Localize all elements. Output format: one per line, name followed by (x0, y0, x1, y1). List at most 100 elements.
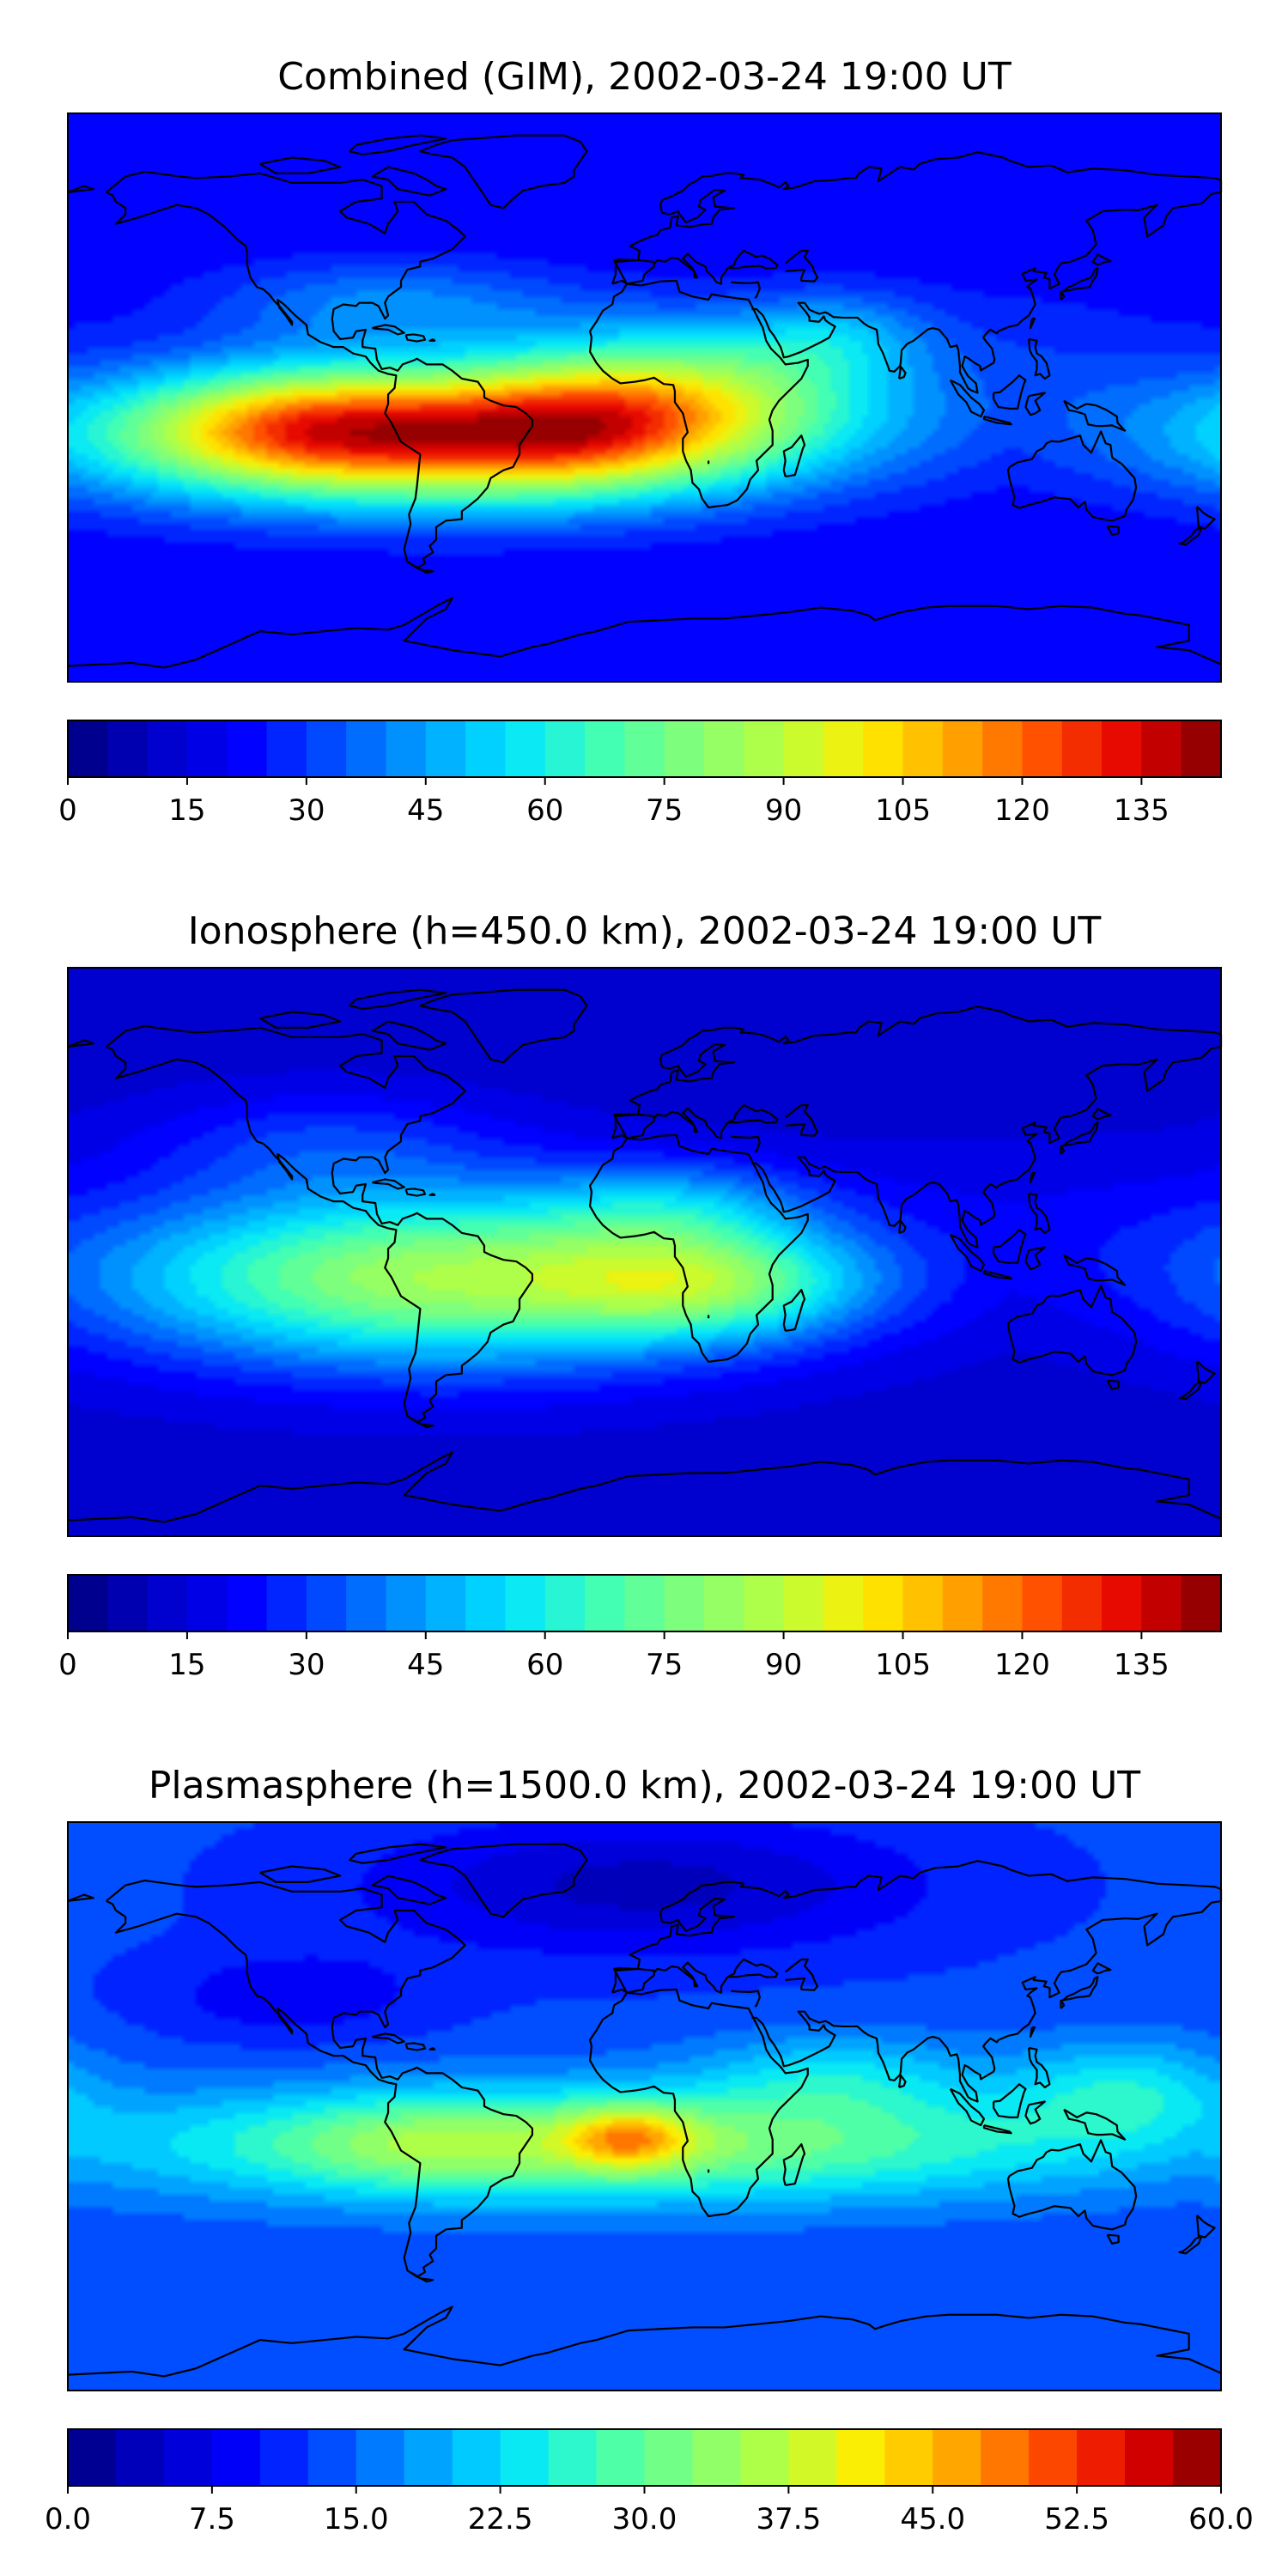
colorbar-tick-label: 15 (168, 793, 205, 828)
colorbar-tick-label: 120 (994, 1648, 1050, 1682)
colorbar-tick-label: 75 (646, 793, 683, 828)
colorbar-segment (902, 720, 944, 777)
colorbar-segment (1125, 2429, 1174, 2486)
colorbar-tick-label: 60.0 (1188, 2502, 1254, 2537)
colorbar-segment (823, 720, 864, 777)
tec-map (68, 113, 1221, 682)
colorbar-segment (306, 1575, 347, 1631)
colorbar-tick-label: 7.5 (189, 2502, 235, 2537)
colorbar-segment (981, 2429, 1030, 2486)
colorbar-tick-label: 37.5 (756, 2502, 822, 2537)
colorbar-segment (1141, 1575, 1182, 1631)
colorbar-segment (186, 1575, 228, 1631)
colorbar-segment (227, 720, 268, 777)
colorbar-tick-label: 135 (1114, 793, 1170, 828)
colorbar-tick-label: 45 (407, 1648, 444, 1682)
colorbar-tick-label: 52.5 (1044, 2502, 1109, 2537)
colorbar-tick-label: 60 (526, 793, 563, 828)
colorbar-segment (744, 720, 785, 777)
colorbar-tick-label: 30 (288, 793, 325, 828)
colorbar-segment (544, 720, 586, 777)
colorbar-tick-label: 22.5 (468, 2502, 533, 2537)
colorbar-tick-label: 120 (994, 793, 1050, 828)
colorbar: 0.0 7.5 15.0 22.5 30.0 37.5 45.0 52.5 60.0 (45, 2428, 1254, 2537)
colorbar-segment (783, 1575, 824, 1631)
colorbar-segment (823, 1575, 864, 1631)
colorbar-segment (107, 1575, 149, 1631)
colorbar-segment (1141, 720, 1182, 777)
colorbar-tick-label: 0.0 (45, 2502, 91, 2537)
colorbar-segment (942, 1575, 983, 1631)
map-frame (67, 112, 1222, 683)
colorbar-segment (664, 1575, 705, 1631)
colorbar-segment (942, 720, 983, 777)
colorbar-tick-label: 15 (168, 1648, 205, 1682)
colorbar-tick-label: 90 (765, 793, 802, 828)
colorbar-segment (107, 720, 149, 777)
colorbar: 0 15 30 45 60 75 90 105 120 135 (58, 720, 1222, 828)
colorbar-segment (1181, 1575, 1222, 1631)
colorbar-segment (1061, 1575, 1103, 1631)
colorbar-segment (644, 2429, 694, 2486)
colorbar-tick-label: 135 (1114, 1648, 1170, 1682)
colorbar-segment (346, 1575, 387, 1631)
colorbar-segment (585, 1575, 625, 1631)
colorbar-segment (211, 2429, 261, 2486)
colorbar-segment (692, 2429, 742, 2486)
colorbar-segment (425, 720, 466, 777)
colorbar-tick-label: 75 (646, 1648, 683, 1682)
colorbar-segment (68, 1575, 108, 1631)
colorbar-segment (933, 2429, 981, 2486)
colorbar-segment (982, 720, 1024, 777)
colorbar-segment (163, 2429, 213, 2486)
colorbar-segment (664, 720, 705, 777)
map-frame (67, 1821, 1222, 2391)
colorbar-segment (452, 2429, 501, 2486)
colorbar-segment (1061, 720, 1103, 777)
colorbar-segment (863, 1575, 904, 1631)
colorbar: 0 15 30 45 60 75 90 105 120 135 (58, 1574, 1222, 1682)
colorbar-segment (1181, 720, 1222, 777)
colorbar-segment (425, 1575, 466, 1631)
colorbar-segment (624, 720, 665, 777)
colorbar-segment (1022, 1575, 1063, 1631)
colorbar-segment (596, 2429, 646, 2486)
colorbar-segment (624, 1575, 665, 1631)
colorbar-segment (505, 1575, 546, 1631)
colorbar-segment (404, 2429, 453, 2486)
colorbar-tick-label: 45.0 (900, 2502, 965, 2537)
colorbar-segment (306, 720, 347, 777)
colorbar-segment (788, 2429, 837, 2486)
colorbar-segment (836, 2429, 885, 2486)
tec-map (68, 1822, 1221, 2391)
panel-2: Ionosphere (h=450.0 km), 2002-03-24 19:0… (58, 909, 1223, 1682)
panel-3: Plasmasphere (h=1500.0 km), 2002-03-24 1… (45, 1764, 1254, 2537)
colorbar-segment (355, 2429, 405, 2486)
panel-title: Combined (GIM), 2002-03-24 19:00 UT (277, 55, 1012, 99)
colorbar-segment (465, 1575, 507, 1631)
colorbar-segment (544, 1575, 586, 1631)
colorbar-segment (266, 1575, 307, 1631)
colorbar-segment (147, 1575, 188, 1631)
colorbar-tick-label: 30.0 (612, 2502, 677, 2537)
colorbar-segment (227, 1575, 268, 1631)
colorbar-segment (505, 720, 546, 777)
colorbar-segment (982, 1575, 1024, 1631)
colorbar-tick-label: 0 (58, 793, 77, 828)
colorbar-segment (307, 2429, 357, 2486)
colorbar-tick-label: 0 (58, 1648, 77, 1682)
colorbar-segment (115, 2429, 165, 2486)
colorbar-segment (500, 2429, 550, 2486)
colorbar-frame (67, 1574, 1222, 1632)
panel-title: Plasmasphere (h=1500.0 km), 2002-03-24 1… (149, 1764, 1140, 1807)
colorbar-segment (740, 2429, 789, 2486)
colorbar-segment (1102, 1575, 1142, 1631)
colorbar-segment (703, 720, 744, 777)
colorbar-segment (863, 720, 904, 777)
colorbar-segment (783, 720, 824, 777)
colorbar-segment (266, 720, 307, 777)
colorbar-segment (884, 2429, 933, 2486)
colorbar-tick-label: 105 (875, 1648, 931, 1682)
colorbar-segment (68, 2429, 117, 2486)
